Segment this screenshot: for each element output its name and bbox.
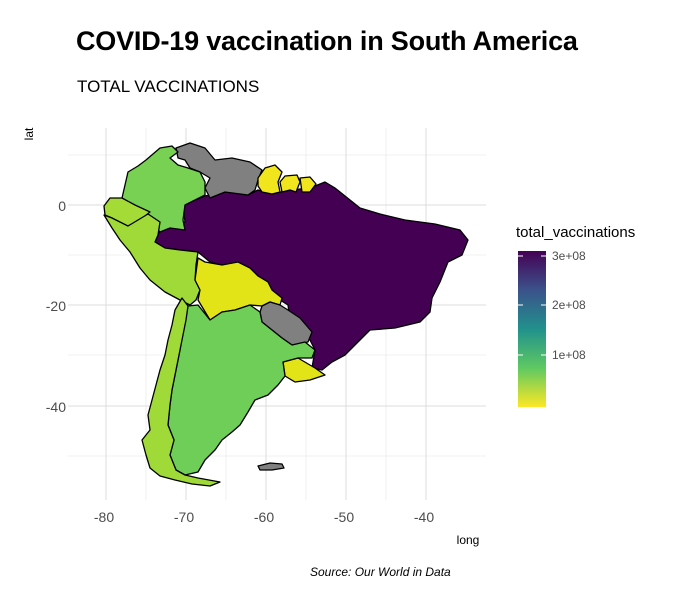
- legend-label: 1e+08: [552, 348, 586, 362]
- x-axis-title: long: [457, 533, 480, 547]
- legend-label: 3e+08: [552, 249, 586, 263]
- legend-title: total_vaccinations: [516, 224, 635, 241]
- y-axis-title: lat: [22, 127, 36, 140]
- x-tick-label: -40: [414, 509, 434, 525]
- legend-label: 2e+08: [552, 298, 586, 312]
- country-guyana[interactable]: [257, 164, 283, 195]
- legend-colorbar: [518, 251, 546, 407]
- y-tick-label: -40: [46, 399, 66, 415]
- y-tick-label: -20: [46, 298, 66, 314]
- country-french-guiana[interactable]: [299, 176, 317, 193]
- country-suriname[interactable]: [279, 174, 301, 193]
- x-tick-label: -60: [254, 509, 274, 525]
- country-uruguay[interactable]: [282, 357, 326, 383]
- legend-labels: 3e+08 2e+08 1e+08: [552, 249, 586, 362]
- country-shapes: [103, 142, 469, 487]
- x-tick-label: -70: [174, 509, 194, 525]
- legend: total_vaccinations 3e+08 2e+08 1e+08: [516, 224, 635, 407]
- x-axis-ticks: -80 -70 -60 -50 -40: [94, 509, 434, 525]
- y-tick-label: 0: [58, 198, 66, 214]
- country-falklands[interactable]: [257, 462, 285, 471]
- x-tick-label: -50: [334, 509, 354, 525]
- legend-ticks: [518, 255, 546, 356]
- x-tick-label: -80: [94, 509, 114, 525]
- y-axis-ticks: 0 -20 -40: [46, 198, 66, 415]
- chart-title: COVID-19 vaccination in South America: [76, 26, 578, 56]
- chart-subtitle: TOTAL VACCINATIONS: [77, 77, 260, 96]
- source-caption: Source: Our World in Data: [310, 565, 451, 579]
- country-chile[interactable]: [141, 297, 221, 487]
